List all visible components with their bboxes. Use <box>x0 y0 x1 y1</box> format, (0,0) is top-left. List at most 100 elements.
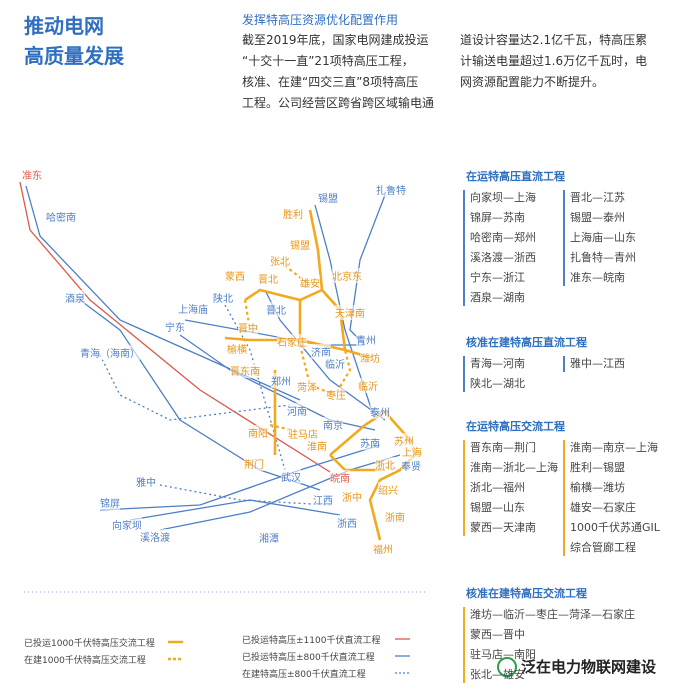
list-item: 综合管廊工程 <box>570 541 636 554</box>
city-label: 青海（海南） <box>80 345 140 360</box>
city-label: 潍坊 <box>360 350 380 365</box>
city-label: 浙南 <box>385 509 405 524</box>
city-label: 河南 <box>287 403 307 418</box>
city-label: 晋北 <box>258 271 278 286</box>
list-item: 浙北—福州 <box>470 481 525 494</box>
line-dc <box>179 334 376 431</box>
legend-label: 在建1000千伏特高压交流工程 <box>24 656 146 666</box>
line-dc <box>25 185 301 401</box>
list-item: 上海庙—山东 <box>570 231 636 244</box>
list-item: 锡盟—泰州 <box>570 211 625 224</box>
title: 推动电网 <box>24 14 104 38</box>
list-title: 核准在建特高压交流工程 <box>466 587 587 600</box>
city-label: 临沂 <box>358 378 378 393</box>
line-dc-planned <box>159 484 331 506</box>
list-bar <box>563 190 565 286</box>
city-label: 驻马店 <box>288 426 318 441</box>
city-label: 锡盟 <box>318 190 338 205</box>
city-label: 胜利 <box>283 206 303 221</box>
list-item: 晋东南—荆门 <box>470 441 536 454</box>
city-label: 湘潭 <box>259 530 279 545</box>
list-item: 榆横—潍坊 <box>570 481 625 494</box>
city-label: 陕北 <box>213 290 233 305</box>
city-label: 天津南 <box>335 305 365 320</box>
list-bar <box>463 190 465 306</box>
list-item: 雅中—江西 <box>570 357 625 370</box>
line-dc <box>129 499 341 521</box>
city-label: 郑州 <box>271 373 291 388</box>
city-label: 石家庄 <box>277 334 307 349</box>
list-bar <box>463 356 465 392</box>
list-item: 晋北—江苏 <box>570 191 625 204</box>
city-label: 上海 <box>402 444 422 459</box>
list-item: 酒泉—湖南 <box>470 291 525 304</box>
city-label: 张北 <box>270 253 290 268</box>
list-item: 青海—河南 <box>470 357 525 370</box>
list-item: 驻马店—南阳 <box>470 648 536 661</box>
line-dc1100 <box>19 181 331 473</box>
list-item: 锦屏—苏南 <box>470 211 525 224</box>
list-item: 潍坊—临沂—枣庄—菏泽—石家庄 <box>470 608 635 621</box>
line-dc-planned <box>224 304 286 471</box>
city-label: 向家坝 <box>112 517 142 532</box>
city-label: 晋中 <box>238 320 258 335</box>
city-label: 菏泽 <box>297 379 317 394</box>
city-label: 锦屏 <box>100 495 120 510</box>
list-bar <box>563 356 565 372</box>
city-label: 北京东 <box>332 268 362 283</box>
list-item: 宁东—浙江 <box>470 271 525 284</box>
list-item: 向家坝—上海 <box>470 191 536 204</box>
list-item: 1000千伏苏通GIL <box>570 521 660 534</box>
list-bar <box>563 440 565 556</box>
paragraph: 截至2019年底，国家电网建成投运 <box>242 33 429 47</box>
paragraph: 工程。公司经营区跨省跨区域输电通 <box>242 96 435 110</box>
line-ac <box>224 300 302 342</box>
city-label: 扎鲁特 <box>376 182 406 197</box>
line-ac <box>321 289 373 360</box>
list-bar <box>463 440 465 536</box>
city-label: 雄安 <box>300 275 320 290</box>
city-label: 皖南 <box>330 470 350 485</box>
subtitle: 发挥特高压资源优化配置作用 <box>242 13 399 27</box>
line-dc <box>314 204 376 421</box>
city-label: 奉贤 <box>401 458 421 473</box>
paragraph: “十交十一直”21项特高压工程， <box>242 54 414 68</box>
legend-label: 已投运特高压±1100千伏直流工程 <box>242 636 381 646</box>
city-label: 晋北 <box>266 302 286 317</box>
legend-label: 在建特高压±800千伏直流工程 <box>242 670 366 680</box>
city-label: 武汉 <box>281 469 301 484</box>
legend-label: 已投运特高压±800千伏直流工程 <box>242 653 375 663</box>
city-label: 上海庙 <box>178 301 208 316</box>
city-label: 榆横 <box>227 341 247 356</box>
city-label: 晋东南 <box>230 363 260 378</box>
list-item: 胜利—锡盟 <box>570 461 625 474</box>
list-item: 锡盟—山东 <box>470 501 525 514</box>
title: 高质量发展 <box>24 44 124 68</box>
list-title: 在运特高压直流工程 <box>466 170 565 183</box>
watermark: 泛在电力物联网建设 <box>521 658 657 676</box>
legend-label: 已投运1000千伏特高压交流工程 <box>24 639 155 649</box>
line-ac <box>244 209 324 302</box>
city-label: 宁东 <box>165 319 185 334</box>
city-label: 锡盟 <box>290 237 310 252</box>
city-label: 临沂 <box>325 356 345 371</box>
line-dc <box>79 299 321 491</box>
paragraph: 核准、在建“四交三直”8项特高压 <box>242 75 419 89</box>
city-label: 溪洛渡 <box>140 529 170 544</box>
list-item: 淮南—浙北—上海 <box>470 461 558 474</box>
list-title: 在运特高压交流工程 <box>466 420 565 433</box>
list-title: 核准在建特高压直流工程 <box>466 336 587 349</box>
city-label: 江西 <box>313 492 333 507</box>
list-item: 雄安—石家庄 <box>570 501 636 514</box>
city-label: 雅中 <box>136 474 156 489</box>
list-item: 蒙西—天津南 <box>470 521 536 534</box>
paragraph: 道设计容量达2.1亿千瓦，特高压累 <box>460 33 648 47</box>
city-label: 酒泉 <box>65 290 85 305</box>
city-label: 浙西 <box>337 515 357 530</box>
list-item: 扎鲁特—青州 <box>570 251 636 264</box>
city-label: 泰州 <box>370 404 390 419</box>
city-label: 南阳 <box>248 425 268 440</box>
list-item: 张北—雄安 <box>470 668 525 681</box>
city-label: 浙中 <box>342 489 362 504</box>
